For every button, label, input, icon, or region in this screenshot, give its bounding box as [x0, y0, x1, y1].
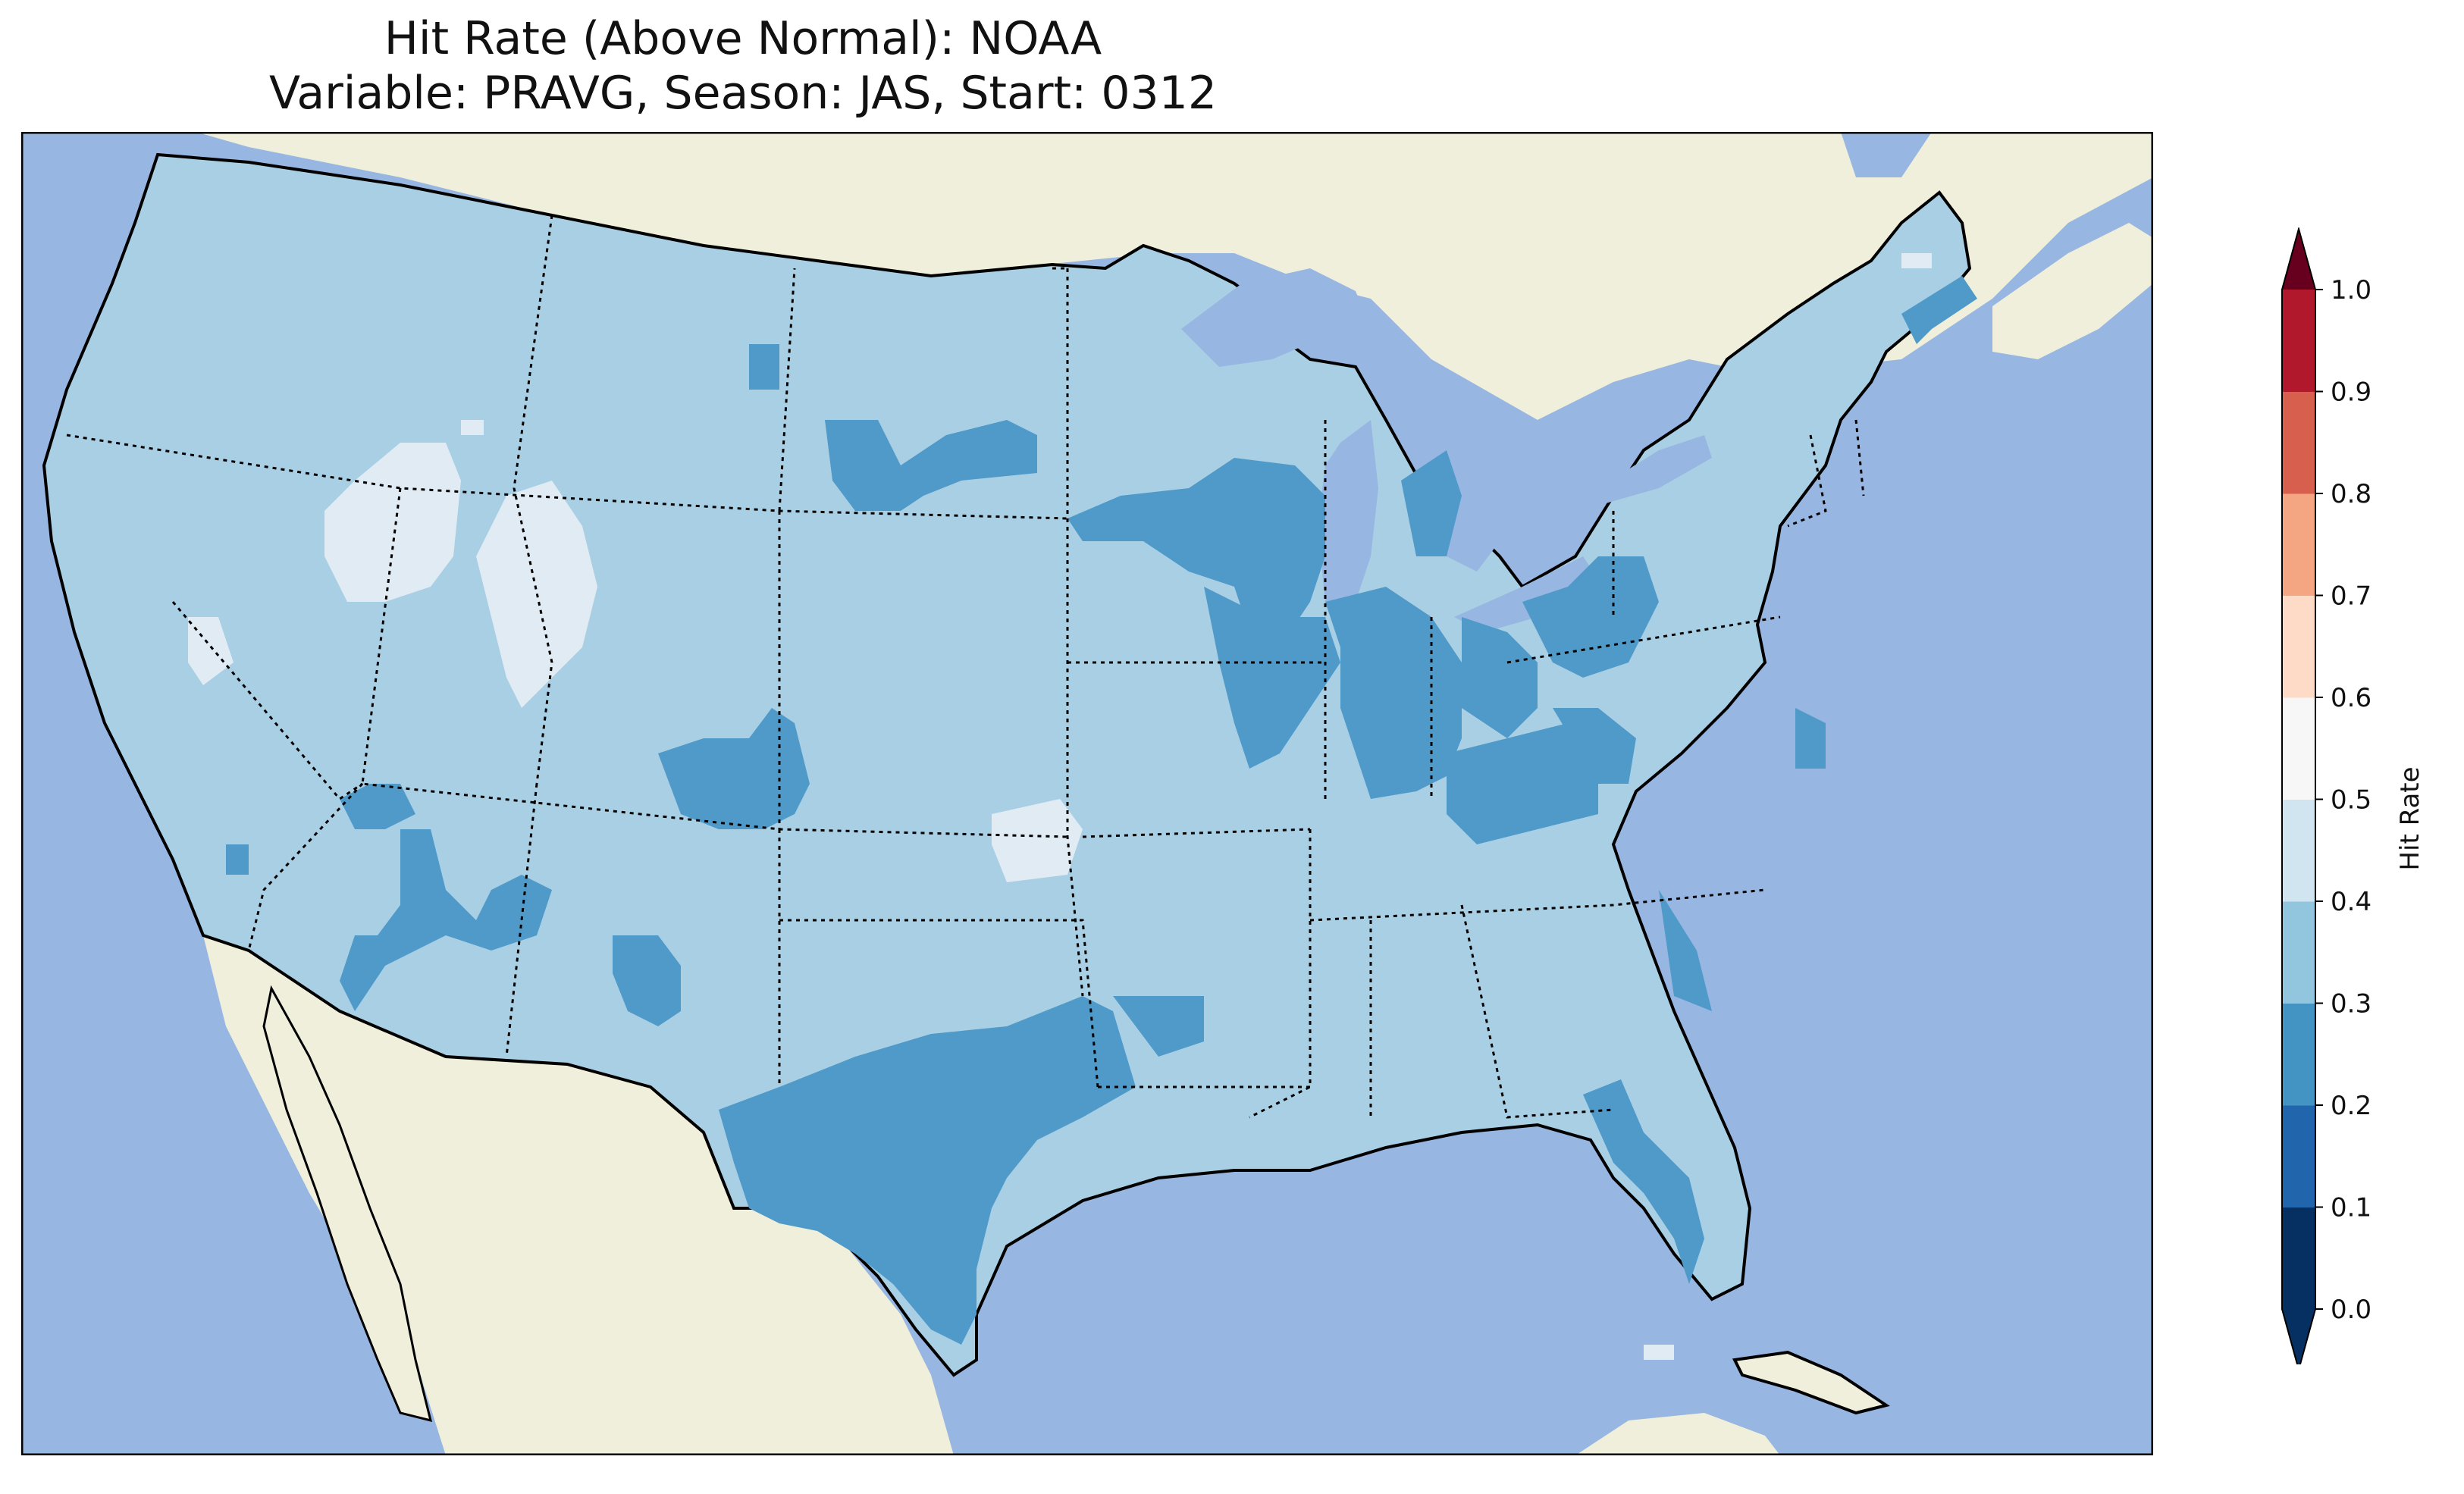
colorbar-segment: [2282, 493, 2315, 596]
mexico-land: [203, 935, 954, 1455]
colorbar: 0.0 0.1 0.2 0.3 0.4 0.5 0.6 0.7 0.8 0.9 1.0 Hit Ra…: [2281, 227, 2425, 1364]
colorbar-tick-label: 0.7: [2331, 581, 2372, 612]
colorbar-tick-label: 0.1: [2331, 1193, 2372, 1223]
great-lakes: [1181, 268, 1712, 632]
colorbar-segment: [2282, 799, 2315, 902]
colorbar-tick-label: 0.8: [2331, 479, 2372, 509]
state-borders: [66, 215, 1865, 1119]
hit-0.2-0.3-regions: [226, 276, 1977, 1345]
colorbar-segment: [2282, 595, 2315, 698]
colorbar-extend-max: [2282, 229, 2315, 290]
colorbar-segment: [2282, 697, 2315, 800]
baja-land: [262, 985, 433, 1423]
colorbar-segment: [2282, 901, 2315, 1004]
cuba-land: [1732, 1350, 1890, 1415]
map-frame: [21, 132, 2153, 1455]
colorbar-segment: [2282, 1105, 2315, 1207]
colorbar-tick-label: 0.0: [2331, 1295, 2372, 1325]
yucatan-land: [1575, 1413, 1780, 1455]
map-title: Hit Rate (Above Normal): NOAA: [384, 12, 1102, 65]
colorbar-segments: [2281, 227, 2316, 1364]
colorbar-segment: [2282, 391, 2315, 494]
colorbar-tick-label: 1.0: [2331, 275, 2372, 305]
map-subtitle: Variable: PRAVG, Season: JAS, Start: 031…: [268, 67, 1218, 120]
colorbar-tick-label: 0.5: [2331, 785, 2372, 816]
colorbar-tick-label: 0.6: [2331, 683, 2372, 713]
canada-land: [196, 132, 2153, 420]
colorbar-segment: [2282, 290, 2315, 392]
colorbar-label: Hit Rate: [2395, 766, 2425, 870]
conus-land: [42, 152, 1972, 1377]
colorbar-ticks: 0.0 0.1 0.2 0.3 0.4 0.5 0.6 0.7 0.8 0.9 1.0: [2315, 275, 2372, 1325]
maritimes-land: [1992, 223, 2153, 359]
colorbar-segment: [2282, 1003, 2315, 1106]
colorbar-tick-label: 0.9: [2331, 377, 2372, 408]
colorbar-extend-min: [2282, 1309, 2315, 1364]
colorbar-tick-label: 0.2: [2331, 1091, 2372, 1121]
colorbar-segment: [2282, 1207, 2315, 1310]
colorbar-tick-label: 0.4: [2331, 887, 2372, 917]
hit-rate-map: [21, 132, 2153, 1455]
colorbar-tick-label: 0.3: [2331, 989, 2372, 1019]
